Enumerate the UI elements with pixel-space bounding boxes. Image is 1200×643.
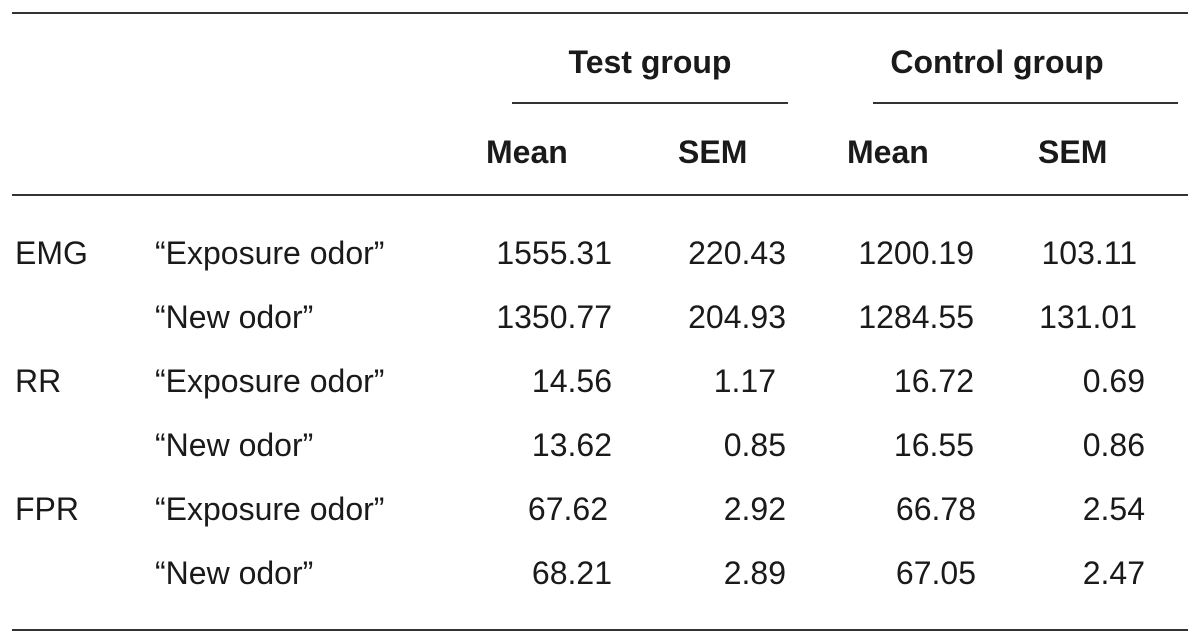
cell-test-sem: 0.85 [723,427,786,463]
cell-control-sem: 2.47 [1082,555,1145,591]
bottom-rule [12,629,1188,631]
cell-test-sem: 2.92 [723,491,786,527]
row-condition: “New odor” [155,427,314,463]
cell-control-mean: 66.78 [895,491,976,527]
cell-control-sem: 103.11 [1041,235,1138,271]
cell-test-sem: 2.89 [723,555,786,591]
group-rule-control [873,102,1178,104]
row-condition: “New odor” [155,299,314,335]
cell-test-sem: 1.17 [713,363,776,399]
cell-control-sem: 0.86 [1082,427,1145,463]
cell-control-sem: 2.54 [1082,491,1145,527]
top-rule [12,12,1188,14]
cell-test-mean: 13.62 [531,427,612,463]
header-col-control-sem: SEM [1038,134,1108,170]
cell-test-sem: 220.43 [688,235,786,271]
cell-control-sem: 0.69 [1082,363,1145,399]
cell-test-mean: 68.21 [531,555,612,591]
header-group-control: Control group [890,44,1104,80]
header-col-test-mean: Mean [486,134,568,170]
cell-test-mean: 1555.31 [496,235,612,271]
cell-test-mean: 1350.77 [496,299,612,335]
row-measure: FPR [15,491,79,527]
cell-control-mean: 16.72 [893,363,974,399]
header-group-test: Test group [568,44,732,80]
cell-test-mean: 67.62 [527,491,608,527]
group-rule-test [512,102,788,104]
row-measure: EMG [15,235,88,271]
cell-test-sem: 204.93 [688,299,786,335]
header-col-test-sem: SEM [678,134,748,170]
cell-control-mean: 67.05 [895,555,976,591]
cell-control-mean: 1284.55 [858,299,974,335]
cell-control-mean: 1200.19 [858,235,974,271]
header-col-control-mean: Mean [847,134,929,170]
row-measure: RR [15,363,62,399]
row-condition: “Exposure odor” [155,491,385,527]
row-condition: “Exposure odor” [155,363,385,399]
row-condition: “New odor” [155,555,314,591]
cell-control-sem: 131.01 [1039,299,1137,335]
cell-control-mean: 16.55 [893,427,974,463]
cell-test-mean: 14.56 [531,363,612,399]
header-rule [12,194,1188,196]
row-condition: “Exposure odor” [155,235,385,271]
